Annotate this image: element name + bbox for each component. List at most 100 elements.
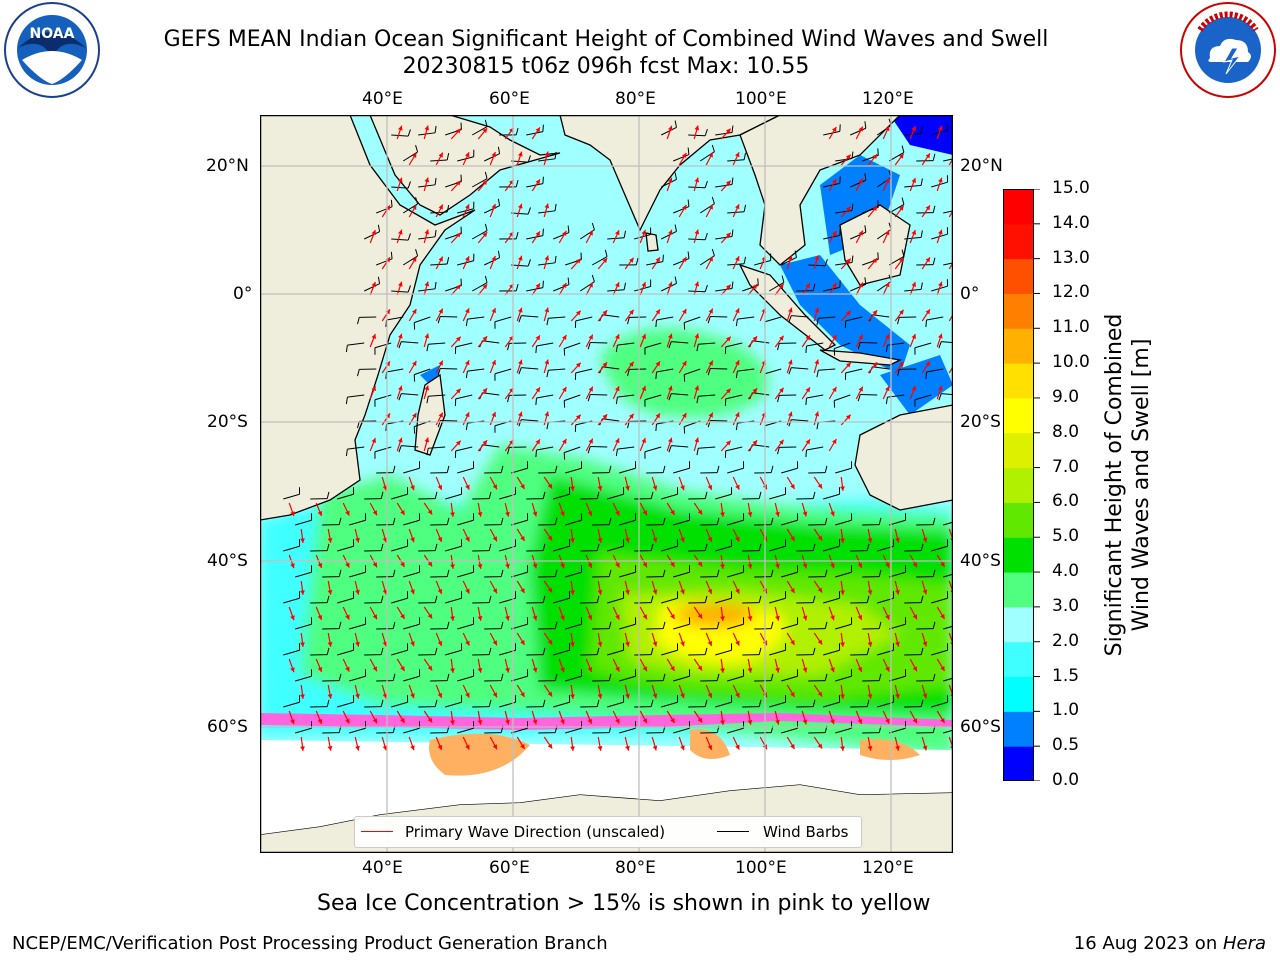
nws-logo xyxy=(1178,2,1278,102)
wave-arrow xyxy=(921,360,931,374)
wind-barb xyxy=(398,445,419,453)
wind-barb xyxy=(661,539,679,552)
wave-arrow xyxy=(381,204,391,218)
wind-barb xyxy=(655,316,674,328)
map-legend: Primary Wave Direction (unscaled) Wind B… xyxy=(354,816,862,848)
colorbar-bin xyxy=(1003,432,1034,469)
wind-barb xyxy=(374,342,392,355)
wave-arrow xyxy=(315,658,323,673)
wind-barb xyxy=(553,643,571,656)
wind-barb xyxy=(688,491,708,500)
wave-arrow xyxy=(747,606,753,621)
wave-arrow xyxy=(786,359,793,374)
lon-tick-top: 40°E xyxy=(362,89,403,109)
wind-barb xyxy=(349,565,367,578)
wind-barb xyxy=(888,197,905,214)
wave-arrow xyxy=(300,528,305,543)
wind-barb xyxy=(844,316,863,328)
wind-barb xyxy=(364,543,384,552)
wave-arrow xyxy=(462,580,470,594)
wind-barb xyxy=(535,394,554,406)
wave-arrow xyxy=(462,204,470,218)
wave-arrow xyxy=(381,684,388,699)
wave-arrow xyxy=(882,658,890,672)
wind-barb xyxy=(538,465,558,474)
wave-arrow xyxy=(342,606,350,620)
wave-arrow xyxy=(624,361,635,374)
wave-arrow xyxy=(558,230,567,244)
wind-barb xyxy=(688,232,708,241)
wave-arrow xyxy=(327,580,333,595)
wave-arrow xyxy=(531,386,541,400)
wave-arrow xyxy=(828,438,837,452)
wind-barb xyxy=(345,446,365,457)
wind-barb xyxy=(673,669,691,682)
wind-barb xyxy=(364,699,384,708)
wave-arrow xyxy=(882,282,890,296)
wind-barb xyxy=(943,262,953,266)
wind-barb xyxy=(574,368,593,380)
wind-barb xyxy=(511,669,529,682)
wind-barb xyxy=(796,595,816,604)
wave-arrow xyxy=(705,360,714,374)
wind-barb xyxy=(668,341,689,349)
wind-barb xyxy=(696,394,716,404)
wave-arrow xyxy=(666,125,673,140)
wave-arrow xyxy=(597,257,608,270)
wind-barb xyxy=(808,621,828,630)
wave-arrow xyxy=(477,606,483,621)
wind-barb xyxy=(931,695,949,708)
wave-arrow xyxy=(828,658,835,673)
wave-arrow xyxy=(489,736,498,750)
wave-arrow xyxy=(705,256,714,270)
wind-barb xyxy=(700,673,720,682)
wind-barb xyxy=(465,368,485,379)
wave-arrow xyxy=(396,333,403,348)
wave-arrow xyxy=(651,256,661,270)
wind-barb xyxy=(283,539,301,552)
wind-barb xyxy=(322,673,342,682)
wave-arrow xyxy=(450,388,462,400)
wind-barb xyxy=(526,595,546,604)
wind-barb xyxy=(471,119,488,136)
wind-barb xyxy=(563,446,581,460)
wind-barb xyxy=(742,699,762,708)
wave-arrow xyxy=(867,153,878,166)
wave-arrow xyxy=(531,658,538,673)
wave-arrow xyxy=(921,256,931,270)
wind-barb xyxy=(526,228,544,240)
wave-arrow xyxy=(651,528,658,543)
wind-barb xyxy=(391,539,409,552)
wind-barb xyxy=(769,591,787,604)
wind-barb xyxy=(364,491,384,500)
wind-barb xyxy=(615,342,635,353)
wave-arrow xyxy=(558,710,565,725)
wave-arrow xyxy=(786,632,796,646)
wind-barb xyxy=(430,569,450,578)
wave-arrow xyxy=(570,476,575,491)
wind-barb xyxy=(805,446,824,458)
wave-arrow xyxy=(624,528,630,543)
wave-arrow xyxy=(678,632,685,647)
wind-barb xyxy=(735,316,755,327)
wind-barb xyxy=(707,367,728,376)
wave-arrow xyxy=(639,606,648,620)
wind-barb xyxy=(850,543,870,552)
wind-barb xyxy=(615,394,635,405)
gridlines xyxy=(260,115,953,853)
wind-barb xyxy=(607,643,625,656)
wind-barb xyxy=(357,368,377,377)
wind-barb xyxy=(769,487,787,500)
wave-arrow xyxy=(786,255,793,270)
lon-tick-bottom: 60°E xyxy=(489,858,530,878)
wave-arrow xyxy=(732,580,740,594)
wind-barb xyxy=(796,647,816,656)
wave-arrow xyxy=(288,606,295,621)
wave-arrow xyxy=(477,387,488,400)
wave-arrow xyxy=(786,684,796,698)
wave-arrow xyxy=(462,152,470,166)
wave-arrow xyxy=(936,281,943,296)
wind-barb xyxy=(889,513,907,526)
wind-barb xyxy=(607,591,625,604)
wind-barb xyxy=(295,513,313,526)
